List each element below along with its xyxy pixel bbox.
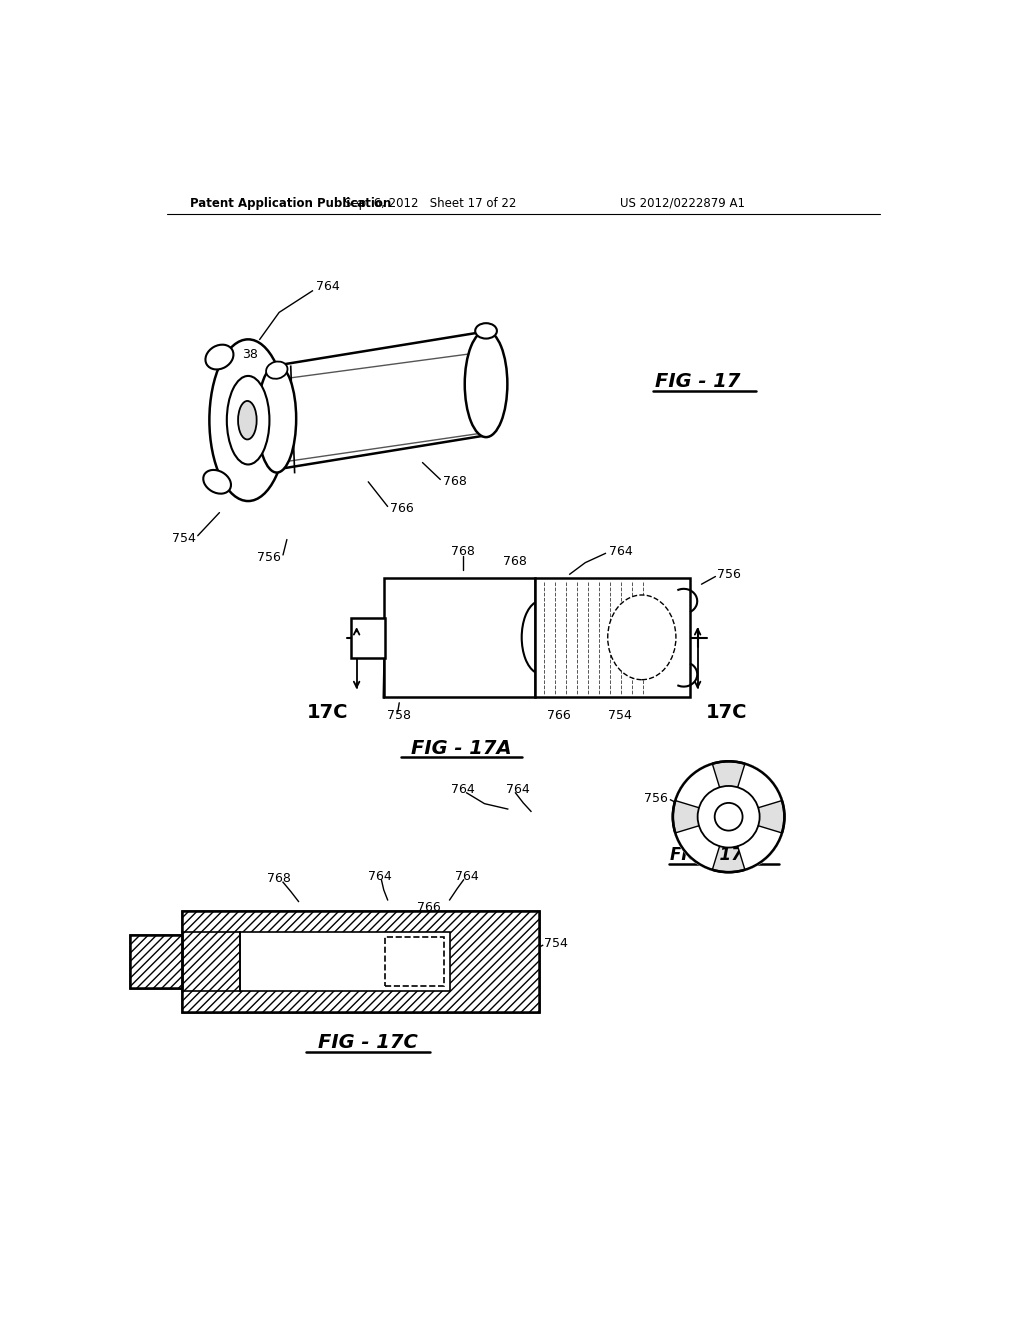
- Ellipse shape: [266, 362, 288, 379]
- Text: Sep. 6, 2012   Sheet 17 of 22: Sep. 6, 2012 Sheet 17 of 22: [344, 197, 516, 210]
- Text: 754: 754: [608, 709, 632, 722]
- Bar: [384, 578, 535, 697]
- Text: 17C: 17C: [706, 704, 748, 722]
- Text: 764: 764: [368, 870, 392, 883]
- Ellipse shape: [465, 331, 507, 437]
- Ellipse shape: [238, 401, 257, 440]
- Text: 764: 764: [455, 870, 478, 883]
- Ellipse shape: [204, 470, 231, 494]
- Bar: [130, 935, 182, 989]
- Text: 768: 768: [267, 871, 291, 884]
- Circle shape: [697, 785, 760, 847]
- Bar: [241, 991, 450, 1011]
- Bar: [130, 935, 182, 989]
- Text: 766: 766: [547, 709, 570, 722]
- Bar: [182, 911, 241, 1011]
- Text: 764: 764: [315, 280, 339, 293]
- Text: FIG - 17B: FIG - 17B: [671, 846, 756, 865]
- Circle shape: [715, 803, 742, 830]
- Ellipse shape: [257, 364, 296, 473]
- Circle shape: [673, 762, 784, 873]
- Bar: [130, 935, 182, 989]
- Text: 764: 764: [451, 783, 475, 796]
- Text: 754: 754: [544, 937, 568, 950]
- Ellipse shape: [607, 595, 676, 680]
- Wedge shape: [674, 817, 729, 871]
- Wedge shape: [674, 762, 729, 817]
- Text: 764: 764: [506, 783, 529, 796]
- Bar: [351, 618, 385, 659]
- Text: FIG - 17A: FIG - 17A: [411, 739, 512, 759]
- Bar: [450, 911, 539, 1011]
- Text: 768: 768: [443, 475, 467, 488]
- Text: 756: 756: [717, 568, 741, 581]
- Ellipse shape: [206, 345, 233, 370]
- Text: 768: 768: [503, 554, 527, 568]
- Text: 764: 764: [608, 545, 632, 557]
- Wedge shape: [729, 817, 783, 871]
- Text: 38: 38: [243, 348, 258, 362]
- Text: Patent Application Publication: Patent Application Publication: [190, 197, 391, 210]
- Bar: [385, 937, 444, 986]
- Wedge shape: [729, 762, 783, 817]
- Bar: [535, 578, 690, 697]
- Text: 17C: 17C: [307, 704, 349, 722]
- Text: 766: 766: [390, 502, 414, 515]
- Text: FIG - 17: FIG - 17: [655, 372, 740, 391]
- Text: FIG - 17C: FIG - 17C: [318, 1032, 418, 1052]
- Text: 754: 754: [172, 532, 196, 545]
- Ellipse shape: [226, 376, 269, 465]
- Text: 768: 768: [451, 545, 475, 557]
- Text: US 2012/0222879 A1: US 2012/0222879 A1: [621, 197, 745, 210]
- Bar: [241, 932, 450, 991]
- Bar: [182, 911, 539, 1011]
- Bar: [241, 911, 450, 932]
- Text: 756: 756: [644, 792, 669, 805]
- Text: 766: 766: [417, 902, 440, 915]
- Ellipse shape: [209, 339, 287, 502]
- Ellipse shape: [475, 323, 497, 339]
- Bar: [182, 911, 539, 1011]
- Text: 758: 758: [387, 709, 412, 722]
- Text: 756: 756: [257, 550, 281, 564]
